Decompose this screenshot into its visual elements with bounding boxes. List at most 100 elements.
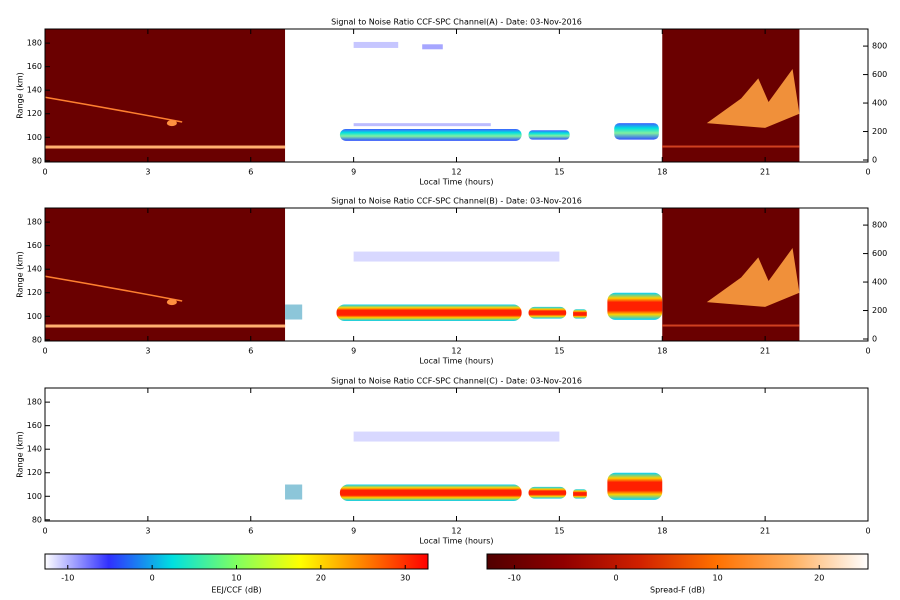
y-axis-label: Range (km) <box>16 72 25 119</box>
x-tick-label: 21 <box>760 527 770 536</box>
x-tick-label: 15 <box>554 527 564 536</box>
y-tick-label: 140 <box>27 86 42 95</box>
x-tick-label: 21 <box>760 347 770 356</box>
y-tick-label: 180 <box>27 398 42 407</box>
faint-echo <box>353 123 491 127</box>
x-axis-label: Local Time (hours) <box>419 178 493 187</box>
x-tick-label: 3 <box>145 168 150 177</box>
y-tick-label: 100 <box>27 492 42 501</box>
x-tick-label: 12 <box>451 168 461 177</box>
eej-band <box>607 292 663 320</box>
faint-echo <box>422 44 443 50</box>
faint-echo <box>285 484 303 500</box>
x-tick-label: 6 <box>248 347 253 356</box>
y2-tick-label: 0 <box>872 156 877 165</box>
colorbar-tick-label: 0 <box>150 574 155 583</box>
faint-echo <box>353 41 399 48</box>
panel-title: Signal to Noise Ratio CCF-SPC Channel(A)… <box>331 18 582 27</box>
x-tick-label: 3 <box>145 527 150 536</box>
eej-band <box>339 484 522 501</box>
colorbar-label: EEJ/CCF (dB) <box>211 586 261 595</box>
x-tick-label: 0 <box>865 168 870 177</box>
eej-band <box>573 309 587 319</box>
echo-layer <box>662 145 800 148</box>
y-tick-label: 80 <box>32 515 42 524</box>
y2-tick-label: 200 <box>872 127 887 136</box>
heatmap <box>44 29 800 162</box>
x-axis-label: Local Time (hours) <box>419 537 493 546</box>
x-axis-label: Local Time (hours) <box>419 357 493 366</box>
x-tick-label: 3 <box>145 347 150 356</box>
x-tick-label: 0 <box>42 168 47 177</box>
y-tick-label: 160 <box>27 62 42 71</box>
y-axis-label: Range (km) <box>16 431 25 478</box>
y-tick-label: 140 <box>27 445 42 454</box>
x-tick-label: 9 <box>351 168 356 177</box>
colorbar-tick-label: 20 <box>814 574 824 583</box>
y-axis-label: Range (km) <box>16 251 25 298</box>
eej-band <box>573 489 587 499</box>
plume <box>706 248 800 307</box>
echo-layer <box>45 145 286 149</box>
y2-tick-label: 200 <box>872 306 887 315</box>
y-tick-label: 80 <box>32 335 42 344</box>
y2-tick-label: 600 <box>872 249 887 258</box>
spread-f-block <box>45 29 286 162</box>
x-tick-label: 0 <box>42 527 47 536</box>
x-tick-label: 6 <box>248 527 253 536</box>
x-tick-label: 18 <box>657 168 667 177</box>
y-tick-label: 120 <box>27 468 42 477</box>
plume <box>706 69 800 128</box>
colorbar-tick-label: 0 <box>613 574 618 583</box>
echo-trace <box>44 275 183 302</box>
colorbar-tick-label: 10 <box>231 574 241 583</box>
x-tick-label: 6 <box>248 168 253 177</box>
echo-layer <box>45 324 286 328</box>
x-tick-label: 18 <box>657 347 667 356</box>
y2-tick-label: 800 <box>872 42 887 51</box>
colorbar-tick-label: 10 <box>713 574 723 583</box>
y-tick-label: 180 <box>27 218 42 227</box>
x-tick-label: 15 <box>554 168 564 177</box>
eej-band <box>614 123 659 140</box>
x-tick-label: 0 <box>42 347 47 356</box>
echo-layer <box>662 324 800 327</box>
x-tick-label: 21 <box>760 168 770 177</box>
y2-tick-label: 400 <box>872 278 887 287</box>
y2-tick-label: 600 <box>872 70 887 79</box>
heatmap <box>44 208 800 341</box>
colorbar-tick-label: -10 <box>508 574 521 583</box>
y-tick-label: 180 <box>27 39 42 48</box>
eej-band <box>528 306 567 319</box>
y2-tick-label: 800 <box>872 221 887 230</box>
y-tick-label: 120 <box>27 288 42 297</box>
x-tick-label: 12 <box>451 527 461 536</box>
y-tick-label: 160 <box>27 421 42 430</box>
echo-trace <box>44 96 183 123</box>
y-tick-label: 100 <box>27 312 42 321</box>
x-tick-label: 9 <box>351 347 356 356</box>
eej-band <box>336 304 522 321</box>
colorbar-tick-label: 20 <box>316 574 326 583</box>
y2-tick-label: 0 <box>872 335 877 344</box>
panel-title: Signal to Noise Ratio CCF-SPC Channel(B)… <box>331 197 582 206</box>
faint-echo <box>285 304 303 320</box>
y-tick-label: 100 <box>27 133 42 142</box>
panel-title: Signal to Noise Ratio CCF-SPC Channel(C)… <box>331 377 582 386</box>
y-tick-label: 140 <box>27 265 42 274</box>
x-tick-label: 18 <box>657 527 667 536</box>
x-tick-label: 0 <box>865 347 870 356</box>
spread-f-block <box>45 208 286 341</box>
plot-frame <box>44 387 869 522</box>
eej-band <box>528 130 570 140</box>
eej-band <box>528 486 567 499</box>
y-tick-label: 120 <box>27 109 42 118</box>
y-tick-label: 160 <box>27 241 42 250</box>
colorbar-tick-label: -10 <box>61 574 74 583</box>
x-tick-label: 9 <box>351 527 356 536</box>
echo-blob <box>166 299 177 306</box>
x-tick-label: 0 <box>865 527 870 536</box>
echo-blob <box>166 120 177 127</box>
faint-echo <box>353 251 560 262</box>
faint-echo <box>353 431 560 442</box>
